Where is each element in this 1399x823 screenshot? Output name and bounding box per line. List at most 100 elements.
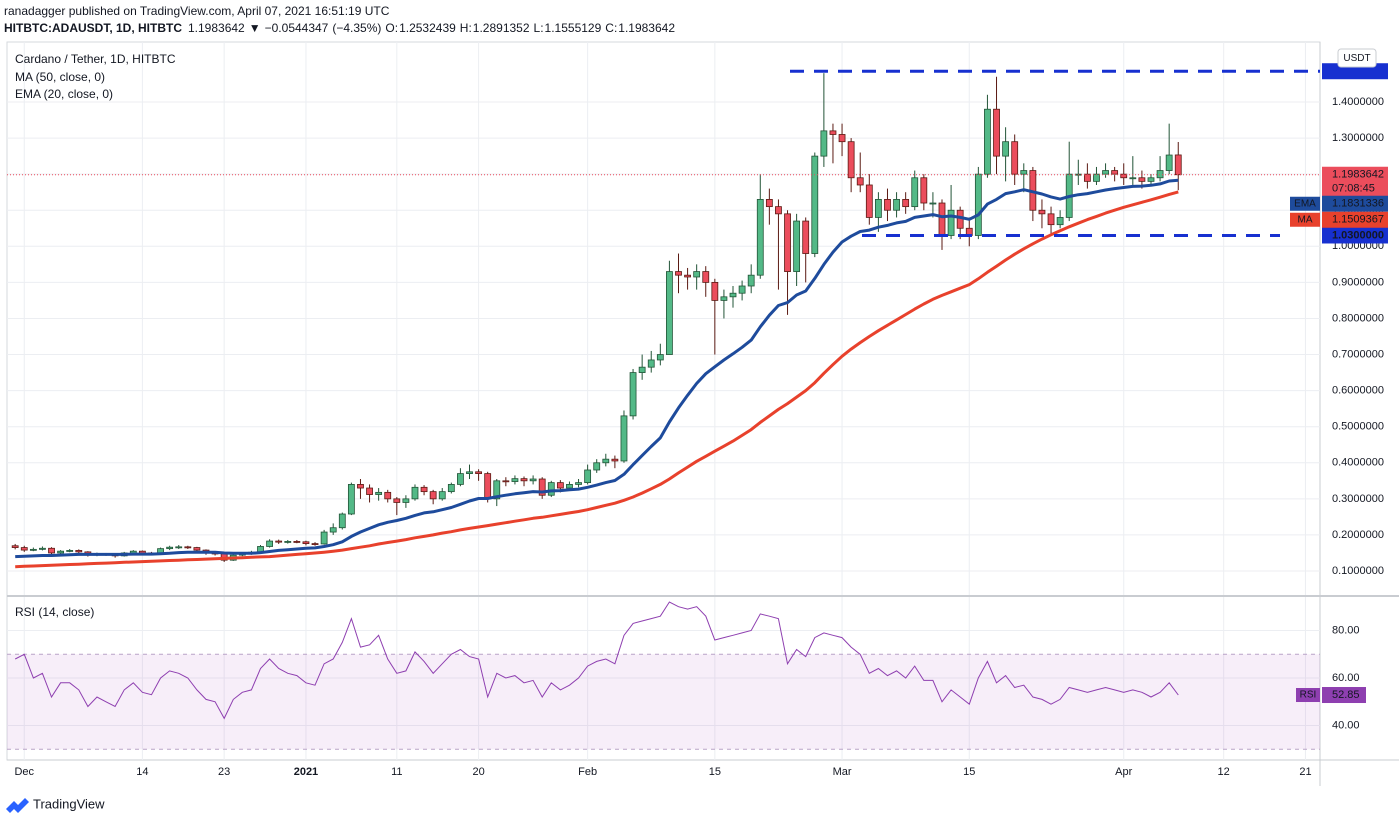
candle-body xyxy=(947,209,955,236)
candle-body xyxy=(638,366,646,373)
indicator-line xyxy=(15,190,1179,569)
candle-body xyxy=(666,271,673,355)
x-tick-label: 11 xyxy=(391,766,402,778)
candle-body xyxy=(929,202,937,205)
x-tick-label: 14 xyxy=(136,766,148,778)
candle-body xyxy=(974,173,982,236)
candle-body xyxy=(911,177,919,208)
header-item: O: xyxy=(385,21,398,35)
header-item: H: xyxy=(460,21,472,35)
y-tick-label: 80.00 xyxy=(1332,624,1360,636)
header-item: 1.1983642 xyxy=(618,21,675,35)
candle-body xyxy=(20,547,28,551)
level-label: 1.0300000 xyxy=(1332,229,1384,241)
y-tick-label: 60.00 xyxy=(1332,672,1360,684)
y-tick-label: 0.5000000 xyxy=(1332,421,1384,433)
candle-body xyxy=(1083,173,1091,182)
candle-body xyxy=(647,359,655,368)
candle-body xyxy=(693,271,701,278)
candle-body xyxy=(75,550,83,553)
candle-body xyxy=(48,547,55,554)
candle-body xyxy=(1102,170,1109,175)
candle-body xyxy=(874,199,882,218)
candle-body xyxy=(656,354,664,361)
currency: USDT xyxy=(1343,53,1370,64)
candle-body xyxy=(402,498,410,503)
y-tick-label: 0.9000000 xyxy=(1332,276,1384,288)
candle-body xyxy=(520,478,528,482)
candle-body xyxy=(1111,170,1119,175)
candle-body xyxy=(511,478,519,482)
x-tick-label: 23 xyxy=(218,766,230,778)
candle-body xyxy=(838,134,846,143)
logo: TradingView xyxy=(6,796,105,813)
candle-body xyxy=(66,550,74,552)
candle-body xyxy=(811,155,819,254)
candle-body xyxy=(566,484,573,489)
candle-body xyxy=(484,473,492,500)
x-tick-label: Mar xyxy=(833,766,852,778)
candle-body xyxy=(611,458,619,462)
candle-body xyxy=(302,541,310,544)
indicator-value: 1.1831336 xyxy=(1332,198,1384,210)
candle-body xyxy=(684,274,691,278)
header-item: 1.1555129 xyxy=(545,21,602,35)
candle-body xyxy=(338,513,346,529)
indicator-value-box xyxy=(1322,211,1388,228)
candle-body xyxy=(1002,141,1010,157)
rsi-value-box xyxy=(1322,687,1366,704)
indicator-value: 1.1509367 xyxy=(1332,214,1384,226)
candle-body xyxy=(266,540,274,547)
candle-body xyxy=(411,486,419,500)
candle-body xyxy=(384,491,392,500)
candle-body xyxy=(1147,177,1155,182)
rsi-tag: RSI xyxy=(1300,690,1317,701)
legend-ema: EMA (20, close, 0) xyxy=(15,87,113,101)
candle-body xyxy=(1120,173,1128,179)
candle-body xyxy=(493,480,501,500)
x-tick-label: 15 xyxy=(709,766,721,778)
header-item: HITBTC:ADAUSDT, 1D, HITBTC xyxy=(4,21,182,35)
indicator-tag-box xyxy=(1290,196,1320,211)
candle-body xyxy=(775,206,782,215)
y-tick-label: 0.1000000 xyxy=(1332,565,1384,577)
candle-body xyxy=(820,130,828,157)
currency-box xyxy=(1337,48,1377,68)
x-tick-label: Dec xyxy=(14,766,34,778)
candle-body xyxy=(720,296,728,301)
candle-body xyxy=(420,486,428,493)
x-tick-label: Apr xyxy=(1115,766,1132,778)
y-tick-label: 1.3000000 xyxy=(1332,132,1384,144)
header-item: L: xyxy=(534,21,544,35)
candle-body xyxy=(893,199,900,211)
candle-body xyxy=(438,491,446,500)
rsi-title: RSI (14, close) xyxy=(15,605,94,619)
rsi-band xyxy=(7,654,1320,750)
header-item: C: xyxy=(605,21,617,35)
candle-body xyxy=(357,484,364,489)
candle-body xyxy=(57,550,65,554)
candle-body xyxy=(1129,177,1137,180)
legend-ma: MA (50, close, 0) xyxy=(15,70,105,84)
rsi-line xyxy=(14,601,1179,720)
candle-body xyxy=(475,471,482,474)
candle-body xyxy=(1038,209,1046,215)
header-item: 1.2532439 xyxy=(399,21,456,35)
header-item: −0.0544347 xyxy=(265,21,329,35)
candle-body xyxy=(765,199,773,208)
candle-body xyxy=(466,471,473,474)
candle-body xyxy=(184,546,192,549)
indicator-tag: MA xyxy=(1298,214,1313,225)
level-label-box xyxy=(1322,227,1388,244)
candle-body xyxy=(702,271,710,283)
y-tick-label: 0.3000000 xyxy=(1332,493,1384,505)
y-tick-label: 0.7000000 xyxy=(1332,348,1384,360)
candle-body xyxy=(675,271,682,276)
last-price-box xyxy=(1322,166,1388,197)
rsi-tag-box xyxy=(1296,688,1320,703)
candle-body xyxy=(547,482,555,496)
candle-body xyxy=(1165,154,1173,171)
candle-body xyxy=(1138,177,1146,182)
